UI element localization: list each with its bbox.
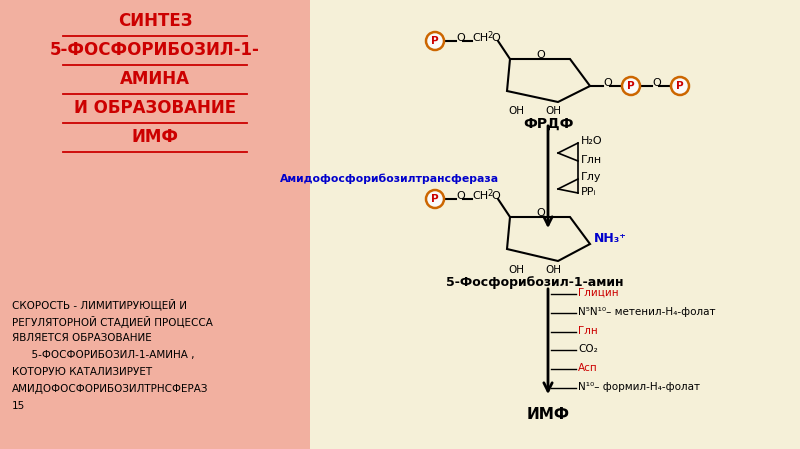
Text: P: P xyxy=(676,81,684,91)
Text: Асп: Асп xyxy=(578,363,598,373)
Text: CO₂: CO₂ xyxy=(578,344,598,354)
Circle shape xyxy=(426,32,444,50)
Text: СИНТЕЗ: СИНТЕЗ xyxy=(118,12,192,30)
Text: OH: OH xyxy=(545,265,561,275)
Text: PPᵢ: PPᵢ xyxy=(581,187,597,197)
Polygon shape xyxy=(0,0,310,449)
Text: Глицин: Глицин xyxy=(578,288,618,298)
Text: N¹⁰– формил-H₄-фолат: N¹⁰– формил-H₄-фолат xyxy=(578,382,700,392)
Text: O: O xyxy=(603,78,612,88)
Text: И ОБРАЗОВАНИЕ: И ОБРАЗОВАНИЕ xyxy=(74,99,236,117)
Text: Глу: Глу xyxy=(581,172,602,182)
Text: ИМФ: ИМФ xyxy=(526,407,570,422)
Text: OH: OH xyxy=(545,106,561,116)
Text: O: O xyxy=(456,191,465,201)
Text: CH: CH xyxy=(472,191,488,201)
Text: OH: OH xyxy=(508,265,524,275)
Text: 5-ФОСФОРИБОЗИЛ-1-: 5-ФОСФОРИБОЗИЛ-1- xyxy=(50,41,260,59)
Text: 15: 15 xyxy=(12,401,26,411)
Text: 5-ФОСФОРИБОЗИЛ-1-АМИНА ,: 5-ФОСФОРИБОЗИЛ-1-АМИНА , xyxy=(12,350,194,360)
Text: АМИДОФОСФОРИБОЗИЛТРНСФЕРАЗ: АМИДОФОСФОРИБОЗИЛТРНСФЕРАЗ xyxy=(12,384,208,394)
Text: ИМФ: ИМФ xyxy=(131,128,178,146)
Text: 5-Фосфорибозил-1-амин: 5-Фосфорибозил-1-амин xyxy=(446,276,624,289)
Text: NH₃⁺: NH₃⁺ xyxy=(594,233,627,246)
Text: РЕГУЛЯТОРНОЙ СТАДИЕЙ ПРОЦЕССА: РЕГУЛЯТОРНОЙ СТАДИЕЙ ПРОЦЕССА xyxy=(12,316,213,328)
Text: P: P xyxy=(431,194,439,204)
Text: 2: 2 xyxy=(487,189,492,198)
Text: АМИНА: АМИНА xyxy=(120,70,190,88)
Text: O: O xyxy=(491,33,500,43)
Text: O: O xyxy=(537,208,546,218)
Text: P: P xyxy=(431,36,439,46)
Text: СКОРОСТЬ - ЛИМИТИРУЮЩЕЙ И: СКОРОСТЬ - ЛИМИТИРУЮЩЕЙ И xyxy=(12,299,187,311)
Circle shape xyxy=(426,190,444,208)
Text: Глн: Глн xyxy=(581,155,602,165)
Polygon shape xyxy=(310,0,800,449)
Text: N⁵N¹⁰– метенил-H₄-фолат: N⁵N¹⁰– метенил-H₄-фолат xyxy=(578,307,715,317)
Text: ЯВЛЯЕТСЯ ОБРАЗОВАНИЕ: ЯВЛЯЕТСЯ ОБРАЗОВАНИЕ xyxy=(12,333,152,343)
Circle shape xyxy=(622,77,640,95)
Text: H₂O: H₂O xyxy=(581,136,602,146)
Text: O: O xyxy=(456,33,465,43)
Circle shape xyxy=(671,77,689,95)
Text: 2: 2 xyxy=(487,31,492,40)
Text: ФРДФ: ФРДФ xyxy=(522,117,574,131)
Text: Глн: Глн xyxy=(578,326,598,336)
Text: OH: OH xyxy=(508,106,524,116)
Text: O: O xyxy=(491,191,500,201)
Text: CH: CH xyxy=(472,33,488,43)
Text: КОТОРУЮ КАТАЛИЗИРУЕТ: КОТОРУЮ КАТАЛИЗИРУЕТ xyxy=(12,367,152,377)
Text: P: P xyxy=(627,81,635,91)
Text: Амидофосфорибозилтрансфераза: Амидофосфорибозилтрансфераза xyxy=(281,174,499,184)
Text: O: O xyxy=(652,78,661,88)
Text: O: O xyxy=(537,50,546,60)
